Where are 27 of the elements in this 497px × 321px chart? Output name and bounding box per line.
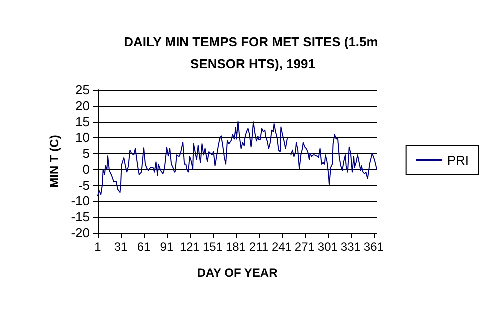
legend-label: PRI bbox=[447, 153, 469, 168]
x-tick-label: 31 bbox=[114, 240, 128, 254]
x-tick-label: 331 bbox=[340, 240, 362, 254]
x-tick-label: 1 bbox=[94, 240, 102, 254]
x-axis-title: DAY OF YEAR bbox=[197, 266, 278, 280]
y-tick-label: -5 bbox=[78, 178, 90, 193]
y-tick-label: 5 bbox=[82, 146, 90, 162]
x-tick-label: 211 bbox=[249, 240, 269, 254]
y-tick-label: 10 bbox=[76, 130, 90, 146]
x-tick-label: 181 bbox=[226, 240, 246, 254]
y-tick-label: 25 bbox=[76, 82, 90, 98]
y-axis-title: MIN T (C) bbox=[47, 135, 62, 188]
x-tick-label: 241 bbox=[272, 240, 292, 254]
y-tick-label: 0 bbox=[82, 162, 90, 177]
y-tick-label: 20 bbox=[76, 98, 90, 114]
x-tick-label: 91 bbox=[160, 240, 174, 254]
x-tick-label: 271 bbox=[294, 240, 316, 254]
x-tick-label: 301 bbox=[318, 240, 338, 254]
y-tick-label: 15 bbox=[76, 114, 90, 130]
x-tick-label: 151 bbox=[202, 240, 224, 254]
x-tick-label: 121 bbox=[180, 240, 200, 254]
chart-title: DAILY MIN TEMPS FOR MET SITES (1.5m SENSOR HTS), 1991 bbox=[124, 34, 382, 72]
y-tick-label: -15 bbox=[71, 210, 90, 225]
y-tick-label: -20 bbox=[71, 226, 90, 240]
y-tick-label: -10 bbox=[71, 194, 90, 209]
x-tick-label: 361 bbox=[364, 240, 384, 254]
x-tick-label: 61 bbox=[137, 240, 151, 254]
